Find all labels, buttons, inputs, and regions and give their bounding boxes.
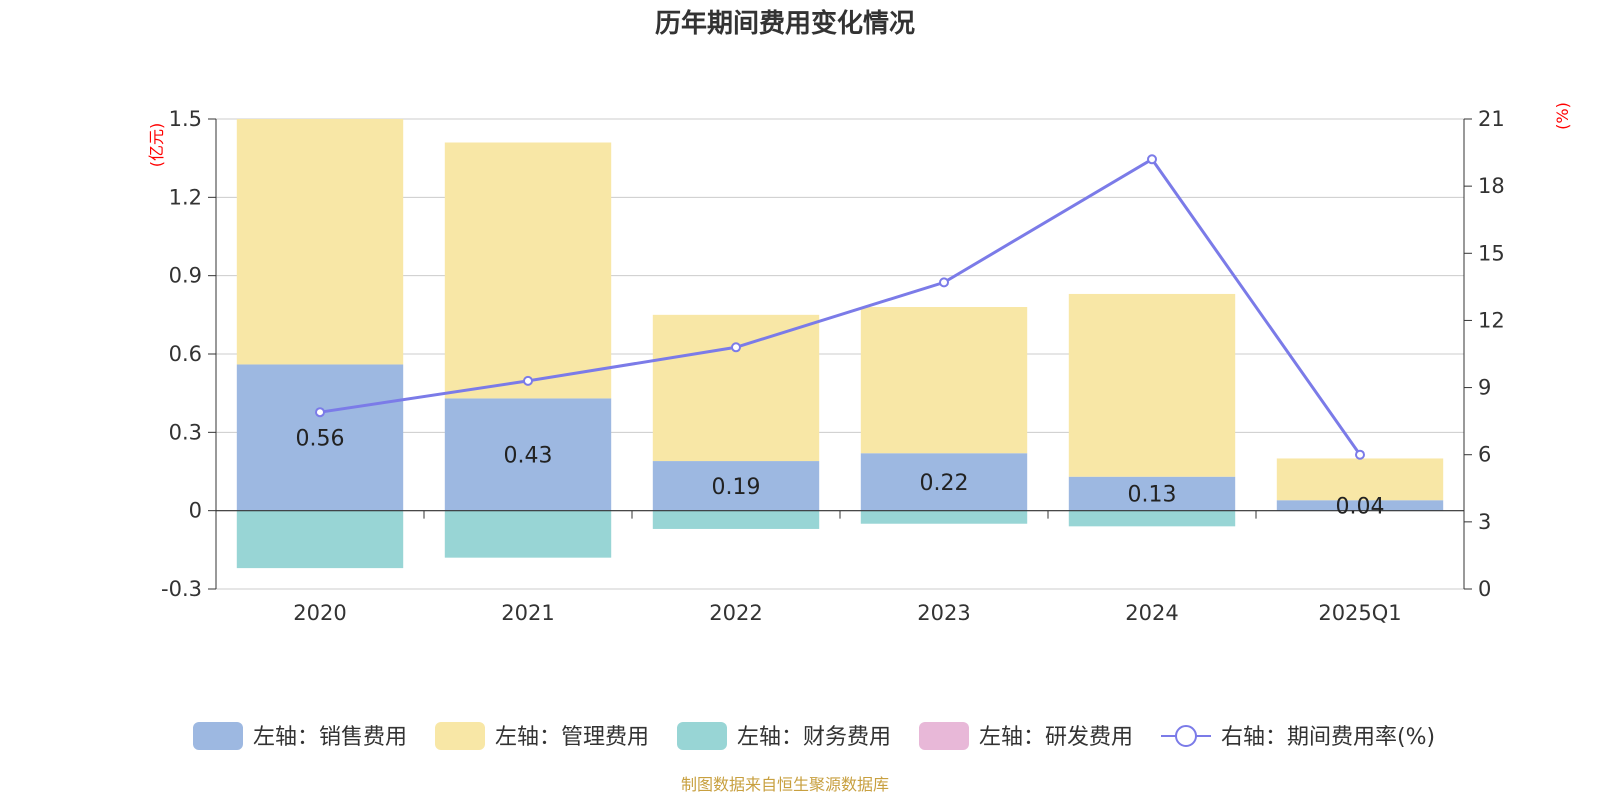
- right-tick-label: 15: [1478, 241, 1505, 265]
- legend-label: 左轴：研发费用: [979, 725, 1133, 750]
- left-tick-label: 0: [189, 499, 202, 523]
- legend-swatch: [919, 722, 969, 750]
- legend: 左轴：销售费用 左轴：管理费用 左轴：财务费用 左轴：研发费用 右轴：期间费用率(%): [193, 722, 1435, 750]
- bar: [1068, 476, 1236, 511]
- left-tick-label: 0.3: [169, 420, 202, 444]
- legend-label: 右轴：期间费用率(%): [1221, 725, 1435, 750]
- bars: [236, 119, 1444, 569]
- chart-title: 历年期间费用变化情况: [655, 8, 915, 39]
- data-label: 0.13: [1128, 483, 1177, 508]
- left-tick-label: 1.2: [169, 185, 202, 209]
- rate-line: [315, 154, 1365, 460]
- legend-label: 左轴：销售费用: [253, 725, 407, 750]
- rate-point: [1147, 154, 1157, 165]
- x-tick-label: 2021: [501, 601, 554, 625]
- right-tick-label: 0: [1478, 577, 1491, 601]
- right-tick-label: 18: [1478, 174, 1505, 198]
- legend-item[interactable]: 左轴：财务费用: [677, 722, 891, 750]
- legend-label: 左轴：财务费用: [737, 725, 891, 750]
- right-tick-label: 6: [1478, 443, 1491, 467]
- right-tick-label: 12: [1478, 308, 1505, 332]
- data-label: 0.22: [920, 471, 969, 496]
- bar: [652, 314, 820, 462]
- legend-item[interactable]: 左轴：销售费用: [193, 722, 407, 750]
- source-note: 制图数据来自恒生聚源数据库: [681, 775, 889, 794]
- legend-label: 左轴：管理费用: [495, 725, 649, 750]
- bar: [652, 510, 820, 529]
- rate-point: [1355, 449, 1365, 460]
- left-tick-label: 0.9: [169, 264, 202, 288]
- axes: -0.3 0 0.3 0.6 0.9 1.2 1.5 0 3 6 9 12 15 18 21 2020 2021…: [161, 107, 1505, 625]
- legend-swatch: [193, 722, 243, 750]
- data-label: 0.04: [1336, 494, 1385, 519]
- bar: [236, 119, 404, 365]
- bar: [444, 142, 612, 399]
- bar: [444, 510, 612, 558]
- right-axis-unit: (%): [1553, 102, 1572, 130]
- bar: [1276, 500, 1444, 511]
- data-labels: 0.56 0.43 0.19 0.22 0.13 0.04: [296, 427, 1385, 520]
- left-tick-label: -0.3: [161, 577, 202, 601]
- x-tick-label: 2022: [709, 601, 762, 625]
- legend-item[interactable]: 右轴：期间费用率(%): [1161, 725, 1435, 750]
- bar: [444, 398, 612, 511]
- rate-point: [315, 407, 325, 418]
- legend-item[interactable]: 左轴：管理费用: [435, 722, 649, 750]
- right-tick-label: 3: [1478, 510, 1491, 534]
- x-tick-label: 2023: [917, 601, 970, 625]
- x-tick-label: 2020: [293, 601, 346, 625]
- data-label: 0.19: [712, 475, 761, 500]
- bar: [860, 307, 1028, 454]
- left-tick-label: 1.5: [169, 107, 202, 131]
- data-label: 0.43: [504, 444, 553, 469]
- rate-point: [731, 342, 741, 353]
- legend-swatch: [677, 722, 727, 750]
- rate-point: [939, 277, 949, 288]
- bar: [1276, 458, 1444, 501]
- right-tick-label: 9: [1478, 376, 1491, 400]
- legend-item[interactable]: 左轴：研发费用: [919, 722, 1133, 750]
- bar: [1068, 510, 1236, 527]
- bar: [236, 364, 404, 511]
- x-tick-label: 2024: [1125, 601, 1178, 625]
- left-tick-label: 0.6: [169, 342, 202, 366]
- rate-line-path: [319, 157, 1362, 456]
- bar: [860, 453, 1028, 511]
- bar: [652, 461, 820, 511]
- right-tick-label: 21: [1478, 107, 1505, 131]
- legend-marker: [1175, 725, 1197, 747]
- legend-swatch: [435, 722, 485, 750]
- x-tick-label: 2025Q1: [1318, 601, 1401, 625]
- bar: [1068, 293, 1236, 477]
- bar: [236, 510, 404, 569]
- bar: [860, 510, 1028, 524]
- left-axis-unit: (亿元): [147, 123, 166, 168]
- rate-point: [523, 375, 533, 386]
- data-label: 0.56: [296, 427, 345, 452]
